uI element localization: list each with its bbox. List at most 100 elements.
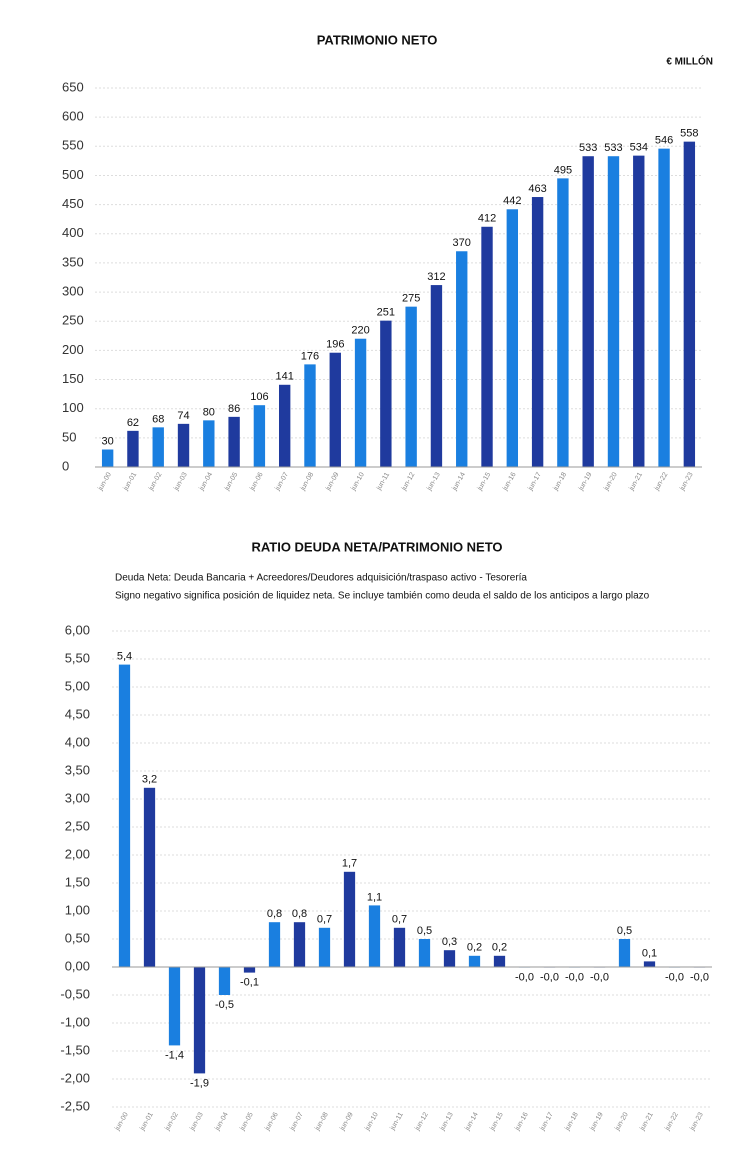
y-tick-label: 550 [62, 138, 84, 153]
value-label: 68 [152, 413, 164, 425]
x-tick-label: jun-08 [314, 1111, 330, 1132]
bar [118, 664, 131, 967]
y-tick-label: 100 [62, 400, 84, 415]
value-label: 1,1 [367, 891, 382, 903]
bar [143, 787, 156, 967]
bar [582, 156, 594, 467]
x-tick-label: jun-00 [97, 471, 113, 492]
x-tick-label: jun-06 [264, 1111, 280, 1132]
value-label: 533 [579, 142, 597, 154]
value-label: 220 [351, 325, 369, 337]
y-tick-label: 400 [62, 225, 84, 240]
value-label: 412 [478, 213, 496, 225]
y-tick-label: 1,00 [65, 902, 90, 917]
value-label: 80 [203, 406, 215, 418]
x-tick-label: jun-08 [299, 471, 315, 492]
bar [430, 285, 443, 467]
x-tick-label: jun-05 [223, 471, 239, 492]
x-tick-label: jun-10 [364, 1111, 380, 1132]
bar [354, 338, 367, 467]
x-tick-label: jun-22 [653, 471, 669, 492]
value-label: -0,0 [590, 971, 609, 983]
note: Deuda Neta: Deuda Bancaria + Acreedores/… [115, 573, 527, 584]
x-tick-label: jun-21 [639, 1111, 655, 1132]
x-tick-label: jun-12 [414, 1111, 430, 1132]
x-tick-label: jun-23 [678, 471, 694, 492]
x-tick-label: jun-01 [139, 1111, 155, 1132]
y-tick-label: 2,50 [65, 818, 90, 833]
bar [380, 320, 392, 467]
x-tick-label: jun-03 [173, 471, 189, 492]
y-tick-label: 50 [62, 429, 76, 444]
x-tick-label: jun-13 [425, 471, 441, 492]
x-tick-label: jun-02 [164, 1111, 180, 1132]
value-label: -1,4 [165, 1049, 184, 1061]
value-label: 0,5 [617, 925, 632, 937]
y-tick-label: 4,00 [65, 734, 90, 749]
value-label: 495 [554, 164, 572, 176]
value-label: -0,0 [665, 971, 684, 983]
y-tick-label: 0,50 [65, 930, 90, 945]
value-label: 5,4 [117, 651, 132, 663]
bar [243, 967, 256, 973]
x-tick-label: jun-15 [489, 1111, 505, 1132]
x-tick-label: jun-13 [439, 1111, 455, 1132]
bar [443, 950, 456, 967]
bar [293, 922, 306, 967]
y-tick-label: 650 [62, 79, 84, 94]
x-tick-label: jun-16 [514, 1111, 530, 1132]
y-tick-label: 300 [62, 284, 84, 299]
value-label: 0,7 [317, 914, 332, 926]
x-tick-label: jun-19 [589, 1111, 605, 1132]
y-tick-label: 3,00 [65, 790, 90, 805]
bar [101, 449, 114, 467]
y-tick-label: 5,00 [65, 678, 90, 693]
x-tick-label: jun-16 [501, 471, 517, 492]
value-label: 442 [503, 195, 521, 207]
value-label: -1,9 [190, 1077, 209, 1089]
bar [278, 384, 291, 467]
bar [607, 156, 620, 467]
value-label: 106 [250, 391, 268, 403]
y-tick-label: -2,00 [60, 1070, 90, 1085]
y-tick-label: 600 [62, 109, 84, 124]
bar [218, 967, 231, 995]
value-label: 196 [326, 339, 344, 351]
x-tick-label: jun-14 [464, 1111, 480, 1132]
y-tick-label: -0,50 [60, 986, 90, 1001]
y-tick-label: 2,00 [65, 846, 90, 861]
value-label: 30 [102, 435, 114, 447]
bar [152, 427, 164, 467]
x-tick-label: jun-14 [451, 471, 467, 492]
x-tick-label: jun-18 [552, 471, 568, 492]
value-label: -0,0 [690, 971, 709, 983]
value-label: -0,0 [515, 971, 534, 983]
value-label: 62 [127, 417, 139, 429]
bar [343, 871, 356, 967]
x-tick-label: jun-22 [664, 1111, 680, 1132]
chart-title: PATRIMONIO NETO [317, 32, 438, 47]
y-tick-label: 450 [62, 196, 84, 211]
x-tick-label: jun-18 [564, 1111, 580, 1132]
x-tick-label: jun-04 [214, 1111, 230, 1132]
x-tick-label: jun-17 [527, 471, 543, 492]
value-label: 558 [680, 128, 698, 140]
x-tick-label: jun-11 [375, 471, 391, 492]
bar [177, 423, 190, 467]
bar [658, 148, 670, 467]
value-label: -0,0 [540, 971, 559, 983]
x-tick-label: jun-05 [239, 1111, 255, 1132]
x-tick-label: jun-09 [324, 471, 340, 492]
bar [531, 197, 544, 467]
value-label: 533 [604, 142, 622, 154]
y-tick-label: 0,00 [65, 958, 90, 973]
bar [456, 251, 468, 467]
x-tick-label: jun-23 [689, 1111, 705, 1132]
x-tick-label: jun-00 [114, 1111, 130, 1132]
y-tick-label: 150 [62, 371, 84, 386]
value-label: 0,7 [392, 914, 407, 926]
bar [633, 155, 645, 468]
bar [168, 967, 181, 1046]
x-tick-label: jun-19 [577, 471, 593, 492]
